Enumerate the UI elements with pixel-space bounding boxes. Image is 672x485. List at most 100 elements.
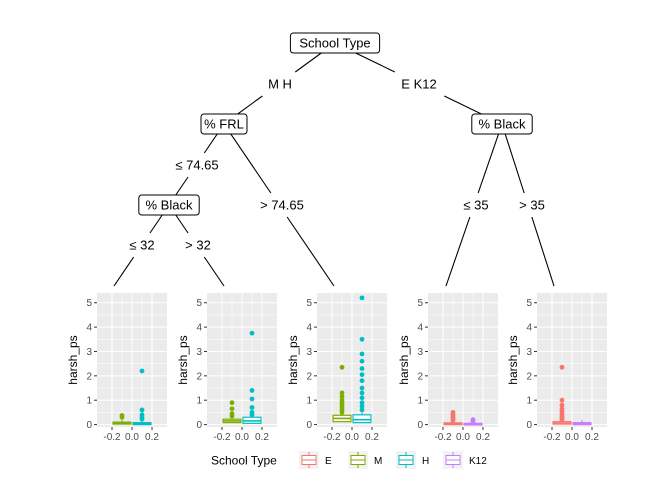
y-axis-label: harsh_ps	[286, 335, 300, 384]
y-tick-label: 0	[86, 420, 92, 431]
outlier-point	[139, 407, 145, 413]
x-tick-label: 0.0	[456, 432, 470, 443]
node-pct-frl-label: % FRL	[204, 117, 244, 132]
x-tick-label: -0.2	[103, 432, 121, 443]
edge-frl-gt-line-a	[223, 123, 272, 194]
legend: School Type E M H K12	[211, 451, 487, 469]
y-tick-label: 5	[306, 298, 312, 309]
y-axis-label: harsh_ps	[176, 335, 190, 384]
outlier-point	[359, 390, 365, 396]
box-K12	[572, 420, 592, 426]
node-pct-black-right-label: % Black	[479, 117, 526, 132]
edge-black-le-35-label: ≤ 35	[463, 198, 488, 213]
y-tick-label: 1	[526, 396, 532, 407]
edge-e-k12-label: E K12	[401, 77, 436, 92]
y-tick-label: 1	[306, 396, 312, 407]
y-tick-label: 5	[526, 298, 532, 309]
y-tick-label: 3	[196, 347, 202, 358]
legend-entry-H: H	[396, 451, 429, 469]
node-pct-black-left-box	[138, 194, 200, 216]
x-tick-label: -0.2	[213, 432, 231, 443]
outlier-point	[339, 409, 345, 415]
panel-3: 0 1 2 3 4 5 -0.2 0.0 0.2 harsh_ps	[286, 293, 387, 443]
panel-4: 0 1 2 3 4 5 -0.2 0.0 0.2 harsh_ps	[397, 293, 498, 443]
outlier-point	[359, 351, 365, 357]
node-pct-frl-box	[200, 113, 248, 135]
outlier-point	[119, 414, 125, 420]
outlier-point	[359, 358, 365, 364]
outlier-point	[359, 407, 365, 413]
x-tick-label: 0.0	[565, 432, 579, 443]
x-tick-label: 0.2	[255, 432, 269, 443]
outlier-point	[559, 397, 565, 403]
y-tick-label: 4	[306, 323, 312, 334]
y-tick-label: 1	[196, 396, 202, 407]
legend-label: E	[325, 456, 332, 467]
y-tick-label: 3	[526, 347, 532, 358]
panel-5: 0 1 2 3 4 5 -0.2 0.0 0.2 harsh_ps	[506, 293, 607, 443]
outlier-point	[359, 395, 365, 401]
y-tick-label: 5	[86, 298, 92, 309]
edge-m-h-label: M H	[268, 77, 292, 92]
outlier-point	[249, 330, 255, 336]
edge-black-le-35-line-b	[445, 216, 471, 287]
x-tick-label: -0.2	[434, 432, 452, 443]
outlier-point	[359, 295, 365, 301]
box-H	[352, 295, 372, 424]
edge-frl-gt-line-b	[286, 216, 335, 287]
x-tick-label: 0.0	[345, 432, 359, 443]
legend-entry-E: E	[299, 451, 332, 469]
outlier-point	[559, 364, 565, 370]
box-E	[443, 409, 463, 426]
edge-frl-le-label: ≤ 74.65	[175, 158, 218, 173]
box-H	[242, 330, 262, 424]
outlier-point	[359, 385, 365, 391]
edge-black-gt-35-label: > 35	[519, 198, 545, 213]
y-tick-label: 0	[526, 420, 532, 431]
y-tick-label: 4	[86, 323, 92, 334]
y-tick-label: 2	[86, 371, 92, 382]
y-tick-label: 2	[417, 371, 423, 382]
y-tick-label: 0	[417, 420, 423, 431]
outlier-point	[249, 396, 255, 402]
legend-title: School Type	[211, 454, 277, 468]
legend-label: M	[374, 456, 382, 467]
outlier-point	[229, 413, 235, 419]
y-tick-label: 4	[196, 323, 202, 334]
x-tick-label: 0.2	[476, 432, 490, 443]
node-school-type-label: School Type	[299, 36, 370, 51]
outlier-point	[359, 366, 365, 371]
outlier-point	[359, 400, 365, 406]
legend-label: K12	[469, 456, 487, 467]
y-tick-label: 5	[196, 298, 202, 309]
legend-label: H	[422, 456, 429, 467]
edge-black-gt-35-line-b	[531, 216, 555, 287]
y-axis-label: harsh_ps	[397, 335, 411, 384]
box-E	[552, 364, 572, 425]
y-tick-label: 3	[417, 347, 423, 358]
edge-black-le-32-label: ≤ 32	[129, 238, 154, 253]
outlier-point	[339, 390, 345, 396]
y-tick-label: 1	[417, 396, 423, 407]
y-tick-label: 3	[86, 347, 92, 358]
x-tick-label: 0.0	[125, 432, 139, 443]
node-pct-black-right-box	[471, 113, 533, 135]
box-K12	[463, 417, 483, 426]
x-tick-label: 0.2	[585, 432, 599, 443]
outlier-point	[339, 364, 345, 370]
node-school-type-box	[289, 32, 381, 54]
y-tick-label: 1	[86, 396, 92, 407]
outlier-point	[139, 368, 145, 374]
outlier-point	[139, 416, 145, 422]
outlier-point	[359, 336, 365, 342]
panel-2: 0 1 2 3 4 5 -0.2 0.0 0.2 harsh_ps	[176, 293, 277, 443]
box-H	[132, 368, 152, 426]
y-tick-label: 5	[417, 298, 423, 309]
x-tick-label: 0.2	[365, 432, 379, 443]
outlier-point	[359, 378, 365, 384]
edge-black-gt-32-label: > 32	[185, 238, 211, 253]
panel-1: 0 1 2 3 4 5 -0.2 0.0 0.2 harsh_ps	[66, 293, 167, 443]
outlier-point	[339, 394, 345, 399]
